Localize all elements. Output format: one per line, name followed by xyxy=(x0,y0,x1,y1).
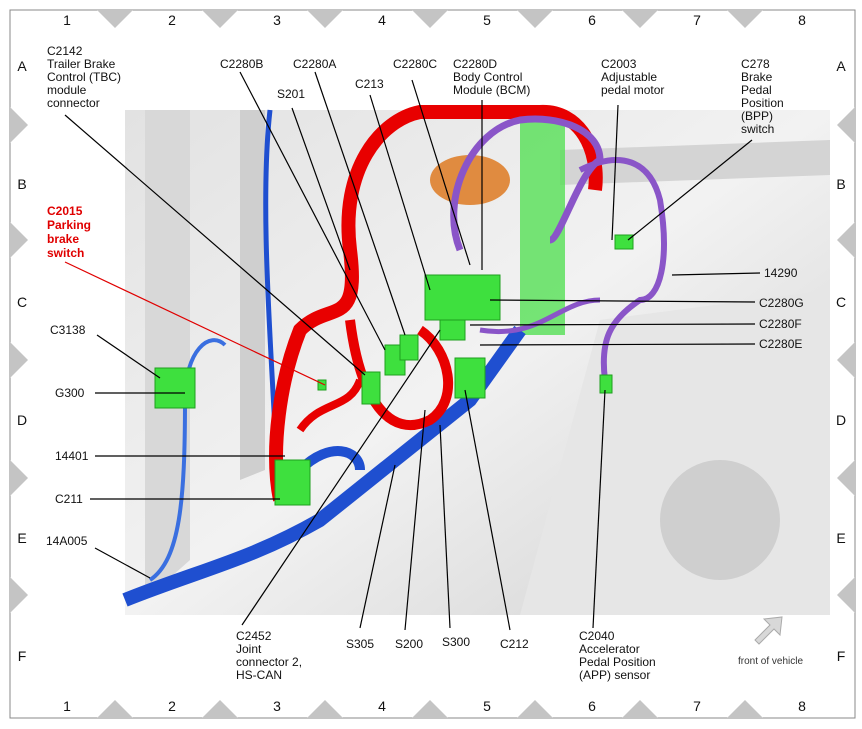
leader-lines xyxy=(64,71,761,631)
grid-marker-bottom xyxy=(97,700,133,718)
grid-row-right: E xyxy=(836,530,845,546)
grid-marker-bottom xyxy=(202,700,238,718)
grid-marker-bottom xyxy=(307,700,343,718)
grid-row-right: C xyxy=(836,294,846,310)
label-c2142: C2142 Trailer Brake Control (TBC) module con… xyxy=(47,44,121,110)
grid-marker-right xyxy=(837,342,855,378)
grid-marker-top xyxy=(202,10,238,28)
grid-column-top: 1 xyxy=(63,12,71,28)
label-c2280b: C2280B xyxy=(220,57,263,71)
label-c2280a: C2280A xyxy=(293,57,336,71)
label-s305: S305 xyxy=(346,637,374,651)
grid-column-top: 7 xyxy=(693,12,701,28)
grid-row-left: E xyxy=(17,530,26,546)
label-c2280f: C2280F xyxy=(759,317,802,331)
grid-marker-top xyxy=(307,10,343,28)
vehicle-illustration xyxy=(122,104,830,615)
label-c2280c: C2280C xyxy=(393,57,437,71)
label-14290: 14290 xyxy=(764,266,798,280)
label-c211: C211 xyxy=(55,492,83,506)
grid-row-left: B xyxy=(17,176,26,192)
grid-row-left: F xyxy=(18,648,27,664)
grid-column-bottom: 4 xyxy=(378,698,386,714)
arrow-up-right-icon xyxy=(754,616,783,645)
grid-column-bottom: 5 xyxy=(483,698,491,714)
grid-row-right: D xyxy=(836,412,846,428)
label-c2452: C2452 Joint connector 2, HS-CAN xyxy=(236,629,302,682)
label-14401: 14401 xyxy=(55,449,89,463)
grid-marker-top xyxy=(97,10,133,28)
grid-marker-right xyxy=(837,577,855,613)
grid-row-right: F xyxy=(837,648,846,664)
label-c2280g: C2280G xyxy=(759,296,804,310)
label-c2015: C2015 Parking brake switch xyxy=(47,204,91,260)
grid-column-bottom: 8 xyxy=(798,698,806,714)
grid-marker-left xyxy=(10,342,28,378)
label-c2040: C2040 Accelerator Pedal Position (APP) sens… xyxy=(579,629,656,682)
grid-column-bottom: 7 xyxy=(693,698,701,714)
label-s300: S300 xyxy=(442,635,470,649)
grid-marker-bottom xyxy=(622,700,658,718)
grid-row-left: C xyxy=(17,294,27,310)
label-c213: C213 xyxy=(355,77,384,91)
grid-column-top: 8 xyxy=(798,12,806,28)
label-s200: S200 xyxy=(395,637,423,651)
grid-column-bottom: 1 xyxy=(63,698,71,714)
grid-column-top: 3 xyxy=(273,12,281,28)
grid-marker-right xyxy=(837,222,855,258)
grid-column-top: 6 xyxy=(588,12,596,28)
grid-row-right: A xyxy=(836,58,846,74)
grid-marker-bottom xyxy=(412,700,448,718)
label-g300: G300 xyxy=(55,386,85,400)
label-c2280d: C2280D Body Control Module (BCM) xyxy=(453,57,530,97)
grid-column-bottom: 6 xyxy=(588,698,596,714)
grid-column-top: 2 xyxy=(168,12,176,28)
grid-marker-left xyxy=(10,460,28,496)
grid-marker-right xyxy=(837,107,855,143)
label-14a005: 14A005 xyxy=(46,534,88,548)
grid-row-right: B xyxy=(836,176,845,192)
grid-column-top: 4 xyxy=(378,12,386,28)
grid-row-left: D xyxy=(17,412,27,428)
label-front-of-vehicle: front of vehicle xyxy=(738,656,803,667)
label-c212: C212 xyxy=(500,637,529,651)
grid-marker-left xyxy=(10,107,28,143)
grid-labels: 1 1 2 2 3 3 4 4 5 5 6 6 7 7 8 8 A A B B C C D D E E F F xyxy=(17,12,846,714)
grid-marker-top xyxy=(517,10,553,28)
grid-column-bottom: 2 xyxy=(168,698,176,714)
grid-marker-top xyxy=(412,10,448,28)
grid-column-top: 5 xyxy=(483,12,491,28)
grid-marker-top xyxy=(622,10,658,28)
callouts: C2142 Trailer Brake Control (TBC) module con… xyxy=(46,44,804,682)
grid-markers xyxy=(10,10,855,718)
grid-marker-left xyxy=(10,222,28,258)
grid-marker-bottom xyxy=(727,700,763,718)
label-c3138: C3138 xyxy=(50,323,86,337)
label-c2003: C2003 Adjustable pedal motor xyxy=(601,57,664,97)
label-c2280e: C2280E xyxy=(759,337,802,351)
label-c278: C278 Brake Pedal Position (BPP) switch xyxy=(741,57,784,136)
label-s201: S201 xyxy=(277,87,305,101)
grid-marker-right xyxy=(837,460,855,496)
grid-marker-top xyxy=(727,10,763,28)
grid-column-bottom: 3 xyxy=(273,698,281,714)
grid-row-left: A xyxy=(17,58,27,74)
grid-marker-left xyxy=(10,577,28,613)
grid-marker-bottom xyxy=(517,700,553,718)
